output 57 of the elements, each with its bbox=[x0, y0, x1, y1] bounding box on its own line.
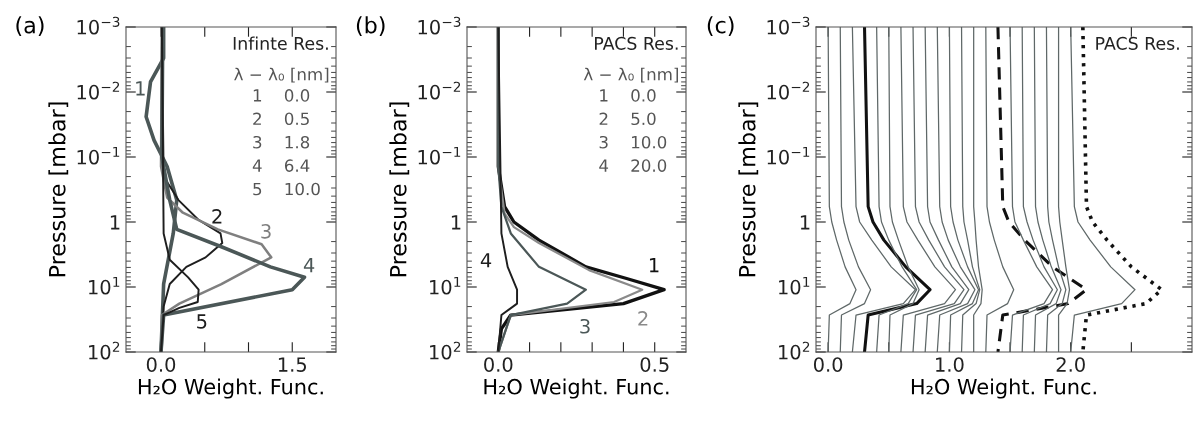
annotation: 5 10.0 bbox=[253, 182, 320, 196]
y-tick-label: 1 bbox=[800, 215, 810, 230]
y-tick-label: 10$^{2}$ bbox=[779, 341, 810, 360]
y-tick-label: 10$^{1}$ bbox=[89, 276, 120, 295]
annotation: 3 bbox=[261, 223, 271, 239]
y-axis-title: Pressure [mbar] bbox=[48, 102, 69, 277]
x-tick-label: 0.0 bbox=[484, 357, 513, 372]
x-tick-label: 1.5 bbox=[278, 357, 307, 372]
annotation: 1 bbox=[136, 81, 145, 96]
annotation: 4 bbox=[303, 258, 315, 273]
chart-title: (c) bbox=[707, 16, 734, 37]
annotation: 2 bbox=[212, 209, 222, 224]
y-tick-label: 1 bbox=[110, 215, 120, 230]
chart-title: (a) bbox=[16, 16, 44, 37]
y-tick-label: 10$^{−1}$ bbox=[77, 146, 120, 165]
y-tick-label: 10$^{−2}$ bbox=[77, 81, 120, 100]
annotation: 4 6.4 bbox=[252, 159, 310, 172]
y-tick-label: 10$^{1}$ bbox=[430, 276, 461, 295]
annotation: Infinte Res. bbox=[233, 36, 328, 50]
x-tick-label: 2.0 bbox=[1056, 357, 1085, 372]
x-axis-title: H₂O Weight. Func. bbox=[911, 378, 1096, 399]
y-tick-label: 10$^{−2}$ bbox=[418, 81, 461, 100]
annotation: 1 0.0 bbox=[253, 89, 310, 102]
y-tick-label: 1 bbox=[451, 215, 461, 230]
annotation: PACS Res. bbox=[1096, 36, 1179, 50]
y-tick-label: 10$^{−1}$ bbox=[418, 146, 461, 165]
annotation: 4 bbox=[480, 253, 492, 268]
y-tick-label: 10$^{2}$ bbox=[430, 341, 461, 360]
y-axis-title: Pressure [mbar] bbox=[389, 102, 410, 277]
y-tick-label: 10$^{1}$ bbox=[779, 276, 810, 295]
y-tick-label: 10$^{−3}$ bbox=[767, 16, 810, 35]
y-tick-label: 10$^{−3}$ bbox=[418, 16, 461, 35]
annotation: PACS Res. bbox=[595, 36, 678, 50]
y-tick-label: 10$^{2}$ bbox=[89, 341, 120, 360]
annotation: 3 1.8 bbox=[253, 135, 310, 149]
y-axis-title: Pressure [mbar] bbox=[738, 102, 759, 277]
annotation: λ − λ₀ [nm] bbox=[583, 67, 678, 83]
annotation: 2 bbox=[638, 311, 648, 326]
x-tick-label: 0.0 bbox=[146, 357, 176, 372]
annotation: 5 bbox=[197, 314, 207, 329]
y-tick-label: 10$^{−2}$ bbox=[767, 81, 810, 100]
annotation: 3 10.0 bbox=[599, 135, 667, 149]
annotation: 4 20.0 bbox=[599, 159, 667, 172]
x-tick-label: 0.5 bbox=[640, 357, 669, 372]
x-tick-label: 1.0 bbox=[936, 357, 964, 372]
x-axis-title: H₂O Weight. Func. bbox=[138, 378, 323, 399]
chart-title: (b) bbox=[356, 16, 385, 37]
annotation: 1 0.0 bbox=[600, 89, 656, 102]
annotation: λ − λ₀ [nm] bbox=[234, 67, 329, 83]
annotation: 2 5.0 bbox=[599, 112, 656, 126]
annotation: 3 bbox=[580, 318, 590, 334]
y-tick-label: 10$^{−3}$ bbox=[77, 16, 120, 35]
x-axis-title: H₂O Weight. Func. bbox=[484, 378, 669, 399]
y-tick-label: 10$^{−1}$ bbox=[767, 146, 810, 165]
x-tick-label: 0.0 bbox=[813, 357, 843, 372]
annotation: 2 0.5 bbox=[253, 112, 309, 126]
annotation: 1 bbox=[649, 258, 659, 273]
